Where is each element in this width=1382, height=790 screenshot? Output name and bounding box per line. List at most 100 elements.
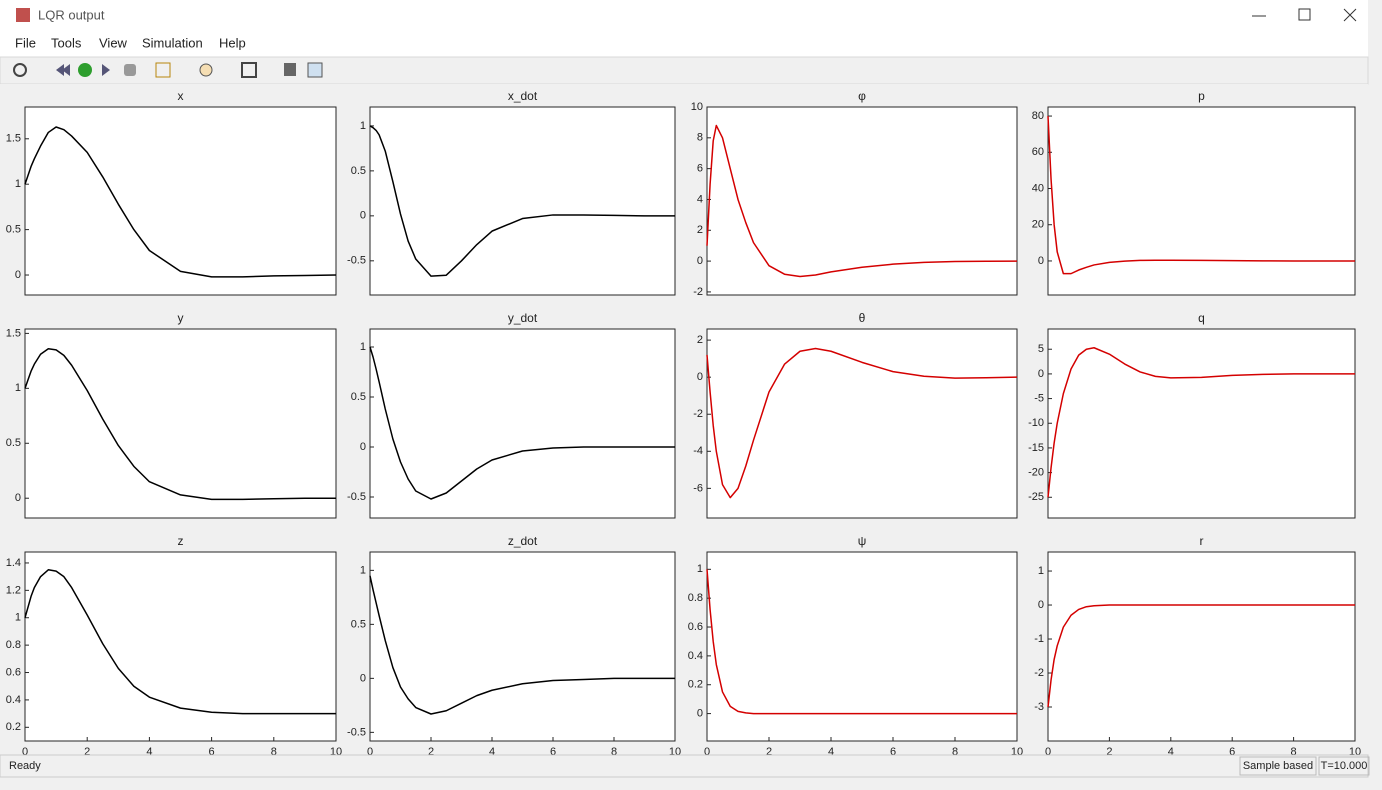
y-tick-label: 5 xyxy=(1038,343,1044,355)
pan-button[interactable] xyxy=(199,63,213,77)
x-tick-label: 6 xyxy=(890,746,896,758)
menu-item[interactable]: Help xyxy=(219,35,246,50)
plot-title: q xyxy=(1198,311,1205,325)
y-tick-label: 1.4 xyxy=(6,557,21,569)
axes: z0.20.40.60.811.21.40 2 4 6 8 10 xyxy=(6,534,342,758)
menu-item[interactable]: File xyxy=(15,35,36,50)
x-tick-label: 2 xyxy=(766,746,772,758)
y-tick-label: 10 xyxy=(691,101,703,113)
y-tick-label: 4 xyxy=(697,193,703,205)
x-tick-label: 6 xyxy=(209,746,215,758)
y-tick-label: 60 xyxy=(1032,146,1044,158)
y-tick-label: -10 xyxy=(1028,417,1044,429)
y-tick-label: 0 xyxy=(697,371,703,383)
series-line xyxy=(706,347,1018,499)
y-tick-label: 0 xyxy=(15,269,21,281)
series-line xyxy=(24,348,336,501)
y-tick-label: -6 xyxy=(693,482,703,494)
series-line xyxy=(1047,604,1355,708)
y-tick-label: -3 xyxy=(1034,701,1044,713)
x-tick-label: 8 xyxy=(271,746,277,758)
status-time: T=10.000 xyxy=(1321,760,1368,772)
y-tick-label: 0.5 xyxy=(6,224,21,236)
y-tick-label: -5 xyxy=(1034,392,1044,404)
status-mode: Sample based xyxy=(1243,760,1313,772)
settings-button[interactable] xyxy=(13,63,27,77)
axes: x_dot -0.5 0 0.5 1 xyxy=(347,89,676,296)
x-tick-label: 4 xyxy=(828,746,834,758)
axes: φ -2 0 2 4 6 8 10 xyxy=(691,89,1018,298)
x-tick-label: 2 xyxy=(428,746,434,758)
axes: y 0 0.5 1 1.5 xyxy=(6,311,337,519)
y-tick-label: 0 xyxy=(360,210,366,222)
step-back-button[interactable] xyxy=(56,64,70,76)
series-line xyxy=(24,126,337,278)
y-tick-label: 1.5 xyxy=(6,133,21,145)
app-icon xyxy=(16,8,30,22)
menu-item[interactable]: Simulation xyxy=(142,35,203,50)
y-tick-label: -20 xyxy=(1028,467,1044,479)
y-tick-label: 1 xyxy=(360,564,366,576)
plot-title: θ xyxy=(859,311,866,325)
y-tick-label: 0.2 xyxy=(6,721,21,733)
plot-title: ψ xyxy=(858,534,867,548)
series-line xyxy=(1047,347,1355,498)
style-button[interactable] xyxy=(307,62,323,78)
y-tick-label: 1 xyxy=(360,341,366,353)
axes: y_dot -0.5 0 0.5 1 xyxy=(347,311,676,519)
window-title: LQR output xyxy=(38,7,105,22)
y-tick-label: 0.5 xyxy=(351,618,366,630)
plot-area xyxy=(706,328,1018,519)
close[interactable] xyxy=(1343,8,1357,22)
y-tick-label: 6 xyxy=(697,163,703,175)
y-tick-label: 0.6 xyxy=(6,666,21,678)
y-tick-label: 1 xyxy=(15,178,21,190)
y-tick-label: 1.2 xyxy=(6,584,21,596)
y-tick-label: 0.4 xyxy=(6,694,21,706)
axes: q -25 -20 -15 -10 -5 0 5 xyxy=(1028,311,1356,519)
series-line xyxy=(24,569,336,715)
menu-item[interactable]: View xyxy=(99,35,128,50)
y-tick-label: 0.2 xyxy=(688,679,703,691)
menu-item[interactable]: Tools xyxy=(51,35,82,50)
toolbar-icons xyxy=(13,62,323,78)
plot-title: x xyxy=(178,89,184,103)
series-line xyxy=(706,569,1017,715)
series-line xyxy=(706,124,1018,278)
signal-button[interactable] xyxy=(155,62,171,78)
y-tick-label: 0 xyxy=(697,707,703,719)
y-tick-label: 80 xyxy=(1032,110,1044,122)
plot-area xyxy=(24,328,337,519)
run-button[interactable] xyxy=(78,63,92,77)
plot-area xyxy=(369,551,676,742)
highlight-button[interactable] xyxy=(284,63,296,76)
plot-area xyxy=(369,328,676,519)
maximize[interactable] xyxy=(1298,8,1311,21)
status-bar xyxy=(0,754,1369,778)
y-tick-label: -2 xyxy=(693,408,703,420)
axes: z_dot-0.500.510 2 4 6 8 10 xyxy=(347,534,681,758)
y-tick-label: 40 xyxy=(1032,182,1044,194)
series-line xyxy=(369,346,675,500)
y-tick-label: -2 xyxy=(693,286,703,298)
y-tick-label: 0 xyxy=(15,492,21,504)
plot-area xyxy=(1047,551,1356,742)
zoom-button[interactable] xyxy=(241,62,257,78)
plot-area xyxy=(24,551,337,742)
y-tick-label: 8 xyxy=(697,132,703,144)
x-tick-label: 6 xyxy=(550,746,556,758)
x-tick-label: 4 xyxy=(1168,746,1174,758)
y-tick-label: 0.8 xyxy=(688,592,703,604)
y-tick-label: 0 xyxy=(1038,255,1044,267)
y-tick-label: 0 xyxy=(360,441,366,453)
stop-button[interactable] xyxy=(124,64,136,76)
y-tick-label: 0.6 xyxy=(688,621,703,633)
x-tick-label: 2 xyxy=(1106,746,1112,758)
step-forward-button[interactable] xyxy=(102,64,110,76)
y-tick-label: 1 xyxy=(697,563,703,575)
series-line xyxy=(1047,116,1355,275)
x-tick-label: 0 xyxy=(367,746,373,758)
x-tick-label: 2 xyxy=(84,746,90,758)
y-tick-label: -25 xyxy=(1028,491,1044,503)
